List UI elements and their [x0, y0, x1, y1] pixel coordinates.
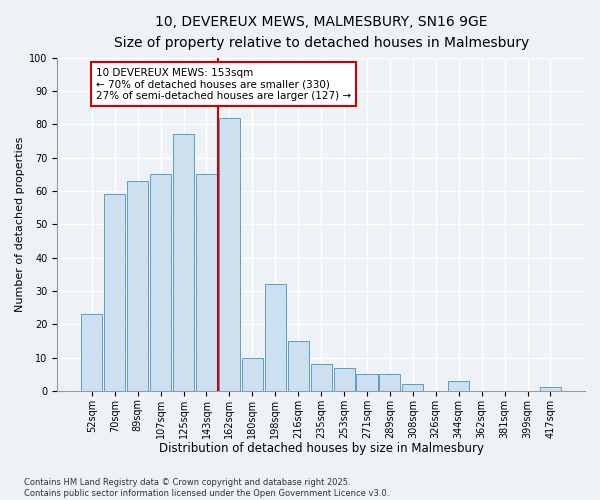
X-axis label: Distribution of detached houses by size in Malmesbury: Distribution of detached houses by size … [158, 442, 484, 455]
Bar [379, 374, 400, 391]
Bar [334, 368, 355, 391]
Bar [311, 364, 332, 391]
Bar [81, 314, 103, 391]
Title: 10, DEVEREUX MEWS, MALMESBURY, SN16 9GE
Size of property relative to detached ho: 10, DEVEREUX MEWS, MALMESBURY, SN16 9GE … [113, 15, 529, 50]
Bar [403, 384, 424, 391]
Text: 10 DEVEREUX MEWS: 153sqm
← 70% of detached houses are smaller (330)
27% of semi-: 10 DEVEREUX MEWS: 153sqm ← 70% of detach… [96, 68, 351, 101]
Bar [219, 118, 240, 391]
Bar [242, 358, 263, 391]
Text: Contains HM Land Registry data © Crown copyright and database right 2025.
Contai: Contains HM Land Registry data © Crown c… [24, 478, 389, 498]
Bar [356, 374, 377, 391]
Bar [265, 284, 286, 391]
Bar [150, 174, 171, 391]
Y-axis label: Number of detached properties: Number of detached properties [15, 136, 25, 312]
Bar [448, 381, 469, 391]
Bar [173, 134, 194, 391]
Bar [196, 174, 217, 391]
Bar [127, 181, 148, 391]
Bar [540, 388, 561, 391]
Bar [104, 194, 125, 391]
Bar [287, 341, 309, 391]
